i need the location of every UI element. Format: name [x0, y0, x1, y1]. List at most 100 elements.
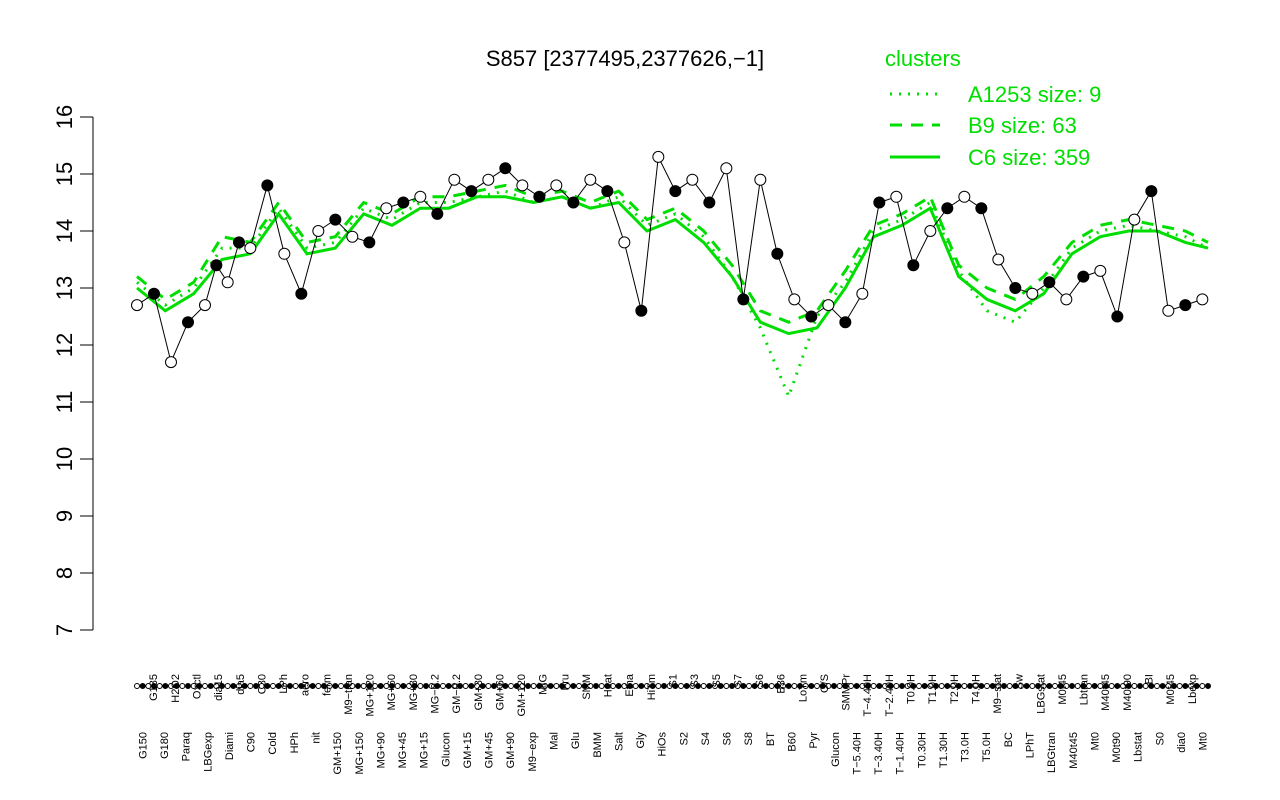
- x-tick-label: G180: [159, 732, 171, 759]
- x-tick-marker: [360, 683, 367, 689]
- x-tick-marker: [972, 683, 979, 689]
- x-tick-label: T−3.40H: [873, 732, 885, 775]
- x-tick-label: M40t45: [1100, 674, 1112, 711]
- data-point: [1162, 304, 1175, 317]
- x-tick-marker: [740, 683, 747, 689]
- x-tick-marker: [961, 683, 968, 689]
- x-tick-marker: [445, 683, 452, 689]
- x-tick-marker: [338, 683, 344, 689]
- x-tick-marker: [723, 683, 730, 689]
- x-tick-label: LoTm: [797, 674, 809, 702]
- x-tick-label: GM+120: [516, 674, 528, 717]
- data-point: [261, 179, 274, 192]
- x-tick-label: GM+60: [494, 674, 506, 710]
- x-tick-label: Lbexp: [1187, 674, 1199, 704]
- x-tick-marker: [457, 683, 463, 689]
- x-tick-marker: [1137, 683, 1143, 689]
- x-tick-label: MG+90: [375, 732, 387, 768]
- x-tick-marker: [1046, 683, 1053, 689]
- x-tick-marker: [916, 683, 922, 689]
- x-tick-label: S8: [743, 732, 755, 745]
- x-tick-label: G135: [148, 674, 160, 701]
- x-tick-marker: [281, 683, 288, 689]
- x-tick-marker: [1188, 683, 1194, 689]
- data-point: [737, 293, 750, 306]
- x-tick-marker: [304, 683, 310, 689]
- x-tick-label: GM+45: [484, 732, 496, 768]
- x-tick-marker: [298, 683, 305, 689]
- x-tick-marker: [474, 683, 480, 689]
- data-point: [567, 196, 580, 209]
- x-tick-marker: [672, 683, 679, 689]
- x-tick-marker: [989, 683, 996, 689]
- data-point: [516, 179, 529, 192]
- x-tick-label: nit: [311, 732, 323, 744]
- data-point: [148, 287, 160, 300]
- x-tick-marker: [734, 683, 741, 689]
- x-tick-label: LPh: [278, 674, 290, 694]
- data-point: [221, 276, 234, 289]
- x-tick-marker: [598, 683, 605, 689]
- x-tick-marker: [604, 683, 611, 689]
- x-tick-marker: [978, 683, 985, 689]
- data-point: [1179, 299, 1192, 312]
- x-tick-marker: [417, 683, 424, 689]
- x-tick-marker: [910, 683, 917, 689]
- x-tick-marker: [315, 683, 322, 689]
- x-tick-marker: [168, 683, 174, 689]
- x-tick-marker: [1148, 683, 1155, 689]
- data-point: [363, 236, 376, 249]
- x-tick-label: MG+45: [397, 732, 409, 768]
- x-tick-marker: [644, 683, 650, 689]
- chart-title: S857 [2377495,2377626,−1]: [486, 46, 764, 71]
- data-point: [601, 185, 614, 198]
- data-point: [1009, 282, 1022, 294]
- data-points: [131, 150, 1209, 369]
- x-tick-label: Diami: [224, 732, 236, 760]
- x-tick-marker: [196, 683, 203, 689]
- x-tick-marker: [1080, 683, 1087, 689]
- x-tick-label: C30: [256, 674, 268, 694]
- x-tick-label: S7: [732, 674, 744, 687]
- x-tick-marker: [950, 683, 956, 689]
- x-tick-label: BC: [1003, 732, 1015, 747]
- legend-label-a1253: A1253 size: 9: [968, 82, 1101, 107]
- legend-label-c6: C6 size: 359: [968, 145, 1090, 170]
- x-tick-marker: [887, 683, 894, 689]
- data-point: [380, 202, 393, 215]
- x-tick-marker: [1069, 683, 1075, 689]
- point-connector-line: [136, 155, 1203, 364]
- x-tick-marker: [389, 683, 395, 689]
- x-tick-label: Glucon: [830, 732, 842, 767]
- x-tick-marker: [1012, 683, 1019, 689]
- x-tick-marker: [808, 683, 815, 689]
- x-tick-marker: [423, 683, 429, 689]
- y-tick-label: 10: [52, 447, 77, 471]
- x-tick-marker: [156, 683, 163, 689]
- x-tick-marker: [547, 683, 554, 689]
- x-tick-marker: [1035, 683, 1041, 689]
- x-tick-marker: [559, 683, 565, 689]
- x-tick-marker: [400, 683, 407, 689]
- x-tick-label: Paraq: [181, 732, 193, 761]
- data-point: [278, 247, 291, 260]
- x-tick-marker: [462, 683, 469, 689]
- x-tick-marker: [275, 683, 282, 689]
- x-tick-marker: [780, 683, 786, 689]
- x-tick-marker: [706, 683, 713, 689]
- x-tick-marker: [678, 683, 684, 689]
- x-tick-label: Gly: [635, 732, 647, 749]
- x-tick-marker: [1176, 683, 1183, 689]
- x-tick-marker: [411, 683, 418, 689]
- data-point: [1043, 276, 1056, 289]
- x-tick-marker: [1114, 683, 1121, 689]
- x-tick-marker: [309, 683, 316, 689]
- x-tick-label: M40t90: [1122, 674, 1134, 711]
- data-point: [720, 162, 733, 175]
- x-tick-marker: [904, 683, 911, 689]
- x-tick-marker: [349, 683, 356, 689]
- x-tick-label: dia0: [1176, 732, 1188, 753]
- x-tick-label: S6: [722, 732, 734, 745]
- y-tick-label: 12: [52, 333, 77, 357]
